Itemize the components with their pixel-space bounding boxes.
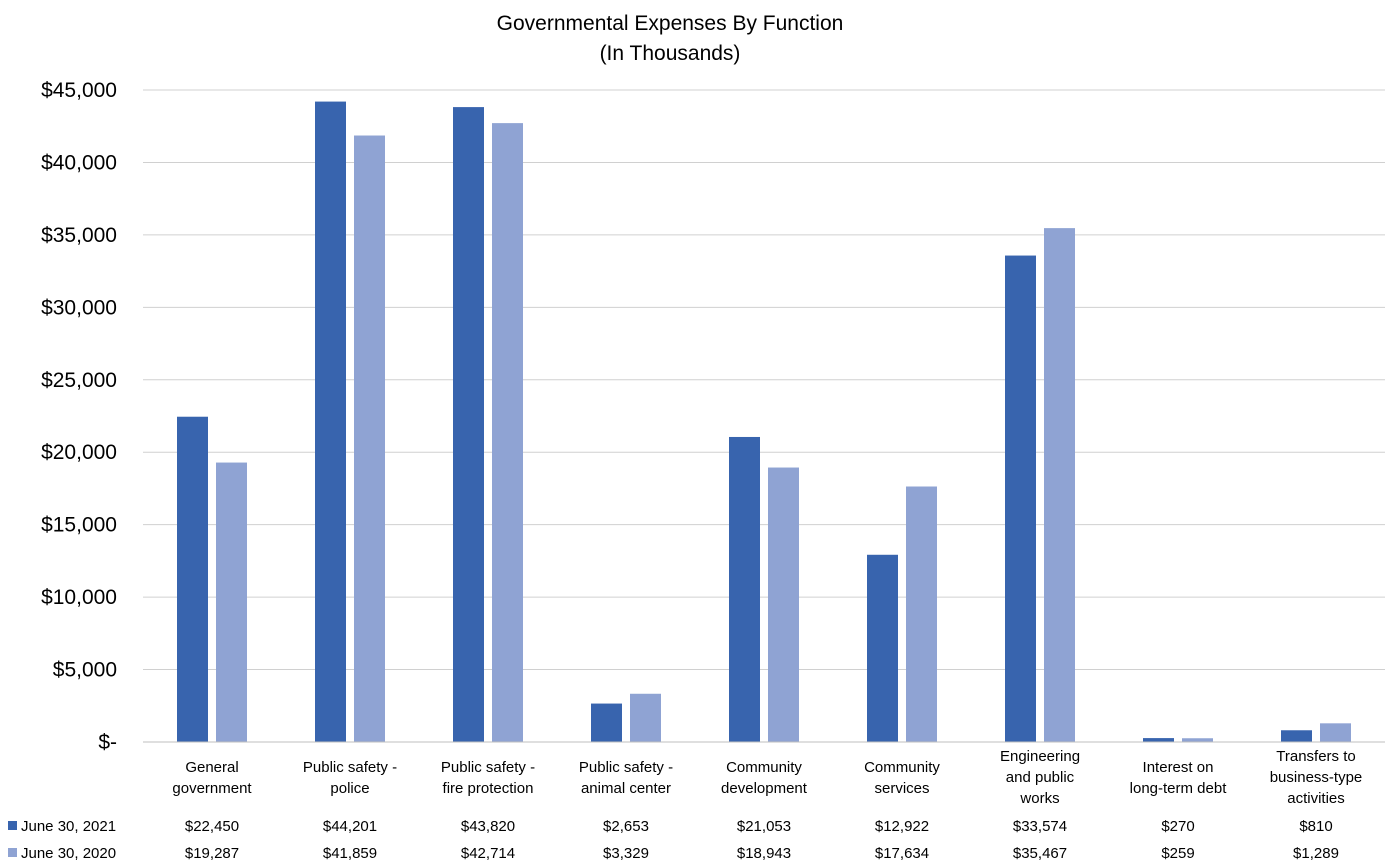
y-tick-label: $35,000: [41, 224, 117, 247]
data-label: $33,574: [1013, 818, 1067, 835]
data-label: $44,201: [323, 818, 377, 835]
bar: [867, 555, 898, 742]
data-label: $35,467: [1013, 845, 1067, 862]
y-tick-label: $15,000: [41, 514, 117, 537]
data-label: $270: [1161, 818, 1194, 835]
bar: [354, 136, 385, 742]
data-label: $3,329: [603, 845, 649, 862]
category-label: Community services: [864, 759, 940, 797]
data-label: $12,922: [875, 818, 929, 835]
category-label: Interest on long-term debt: [1130, 759, 1228, 797]
bar: [315, 102, 346, 742]
legend-swatch: [8, 821, 17, 830]
category-label: Public safety -animal center: [579, 759, 673, 797]
bar: [630, 694, 661, 742]
y-tick-label: $20,000: [41, 441, 117, 464]
bar: [1143, 738, 1174, 742]
y-axis: $- $5,000 $10,000 $15,000 $20,000 $25,000 $30,…: [41, 79, 117, 754]
category-label: Public safety -fire protection: [441, 759, 535, 797]
bar: [1005, 256, 1036, 742]
bar: [1182, 738, 1213, 742]
category-label: Engineering and public works: [1000, 748, 1080, 807]
data-label: $2,653: [603, 818, 649, 835]
bar: [453, 107, 484, 742]
data-table: June 30, 2021 $22,450 $44,201 $43,820 $2,653…: [8, 818, 1339, 862]
legend-swatch: [8, 848, 17, 857]
bar: [1320, 723, 1351, 742]
bar: [1281, 730, 1312, 742]
data-label: $41,859: [323, 845, 377, 862]
data-label: $43,820: [461, 818, 515, 835]
bar: [906, 487, 937, 742]
category-label: Transfers to business-type activities: [1270, 748, 1363, 807]
y-tick-label: $30,000: [41, 296, 117, 319]
category-label: Community development: [721, 759, 808, 797]
data-label: $21,053: [737, 818, 791, 835]
data-label: $1,289: [1293, 845, 1339, 862]
bar: [177, 417, 208, 742]
data-label: $19,287: [185, 845, 239, 862]
bar: [1044, 228, 1075, 742]
chart-title: Governmental Expenses By Function: [497, 12, 844, 35]
legend-series-name: June 30, 2021: [21, 818, 116, 835]
data-label: $18,943: [737, 845, 791, 862]
y-tick-label: $-: [98, 731, 117, 754]
bar: [729, 437, 760, 742]
bar: [492, 123, 523, 742]
data-label: $42,714: [461, 845, 515, 862]
y-tick-label: $10,000: [41, 586, 117, 609]
y-tick-label: $5,000: [53, 659, 117, 682]
data-label: $22,450: [185, 818, 239, 835]
bar: [216, 463, 247, 742]
x-axis: General government Public safety -police Pu…: [143, 742, 1385, 807]
bars: [177, 102, 1351, 742]
data-label: $259: [1161, 845, 1194, 862]
y-tick-label: $40,000: [41, 151, 117, 174]
chart-subtitle: (In Thousands): [600, 42, 741, 65]
category-label: General government: [172, 759, 252, 797]
bar: [768, 468, 799, 742]
y-tick-label: $45,000: [41, 79, 117, 102]
bar: [591, 704, 622, 742]
category-label: Public safety -police: [303, 759, 397, 797]
legend-series-name: June 30, 2020: [21, 845, 116, 862]
data-label: $17,634: [875, 845, 929, 862]
data-label: $810: [1299, 818, 1332, 835]
y-tick-label: $25,000: [41, 369, 117, 392]
